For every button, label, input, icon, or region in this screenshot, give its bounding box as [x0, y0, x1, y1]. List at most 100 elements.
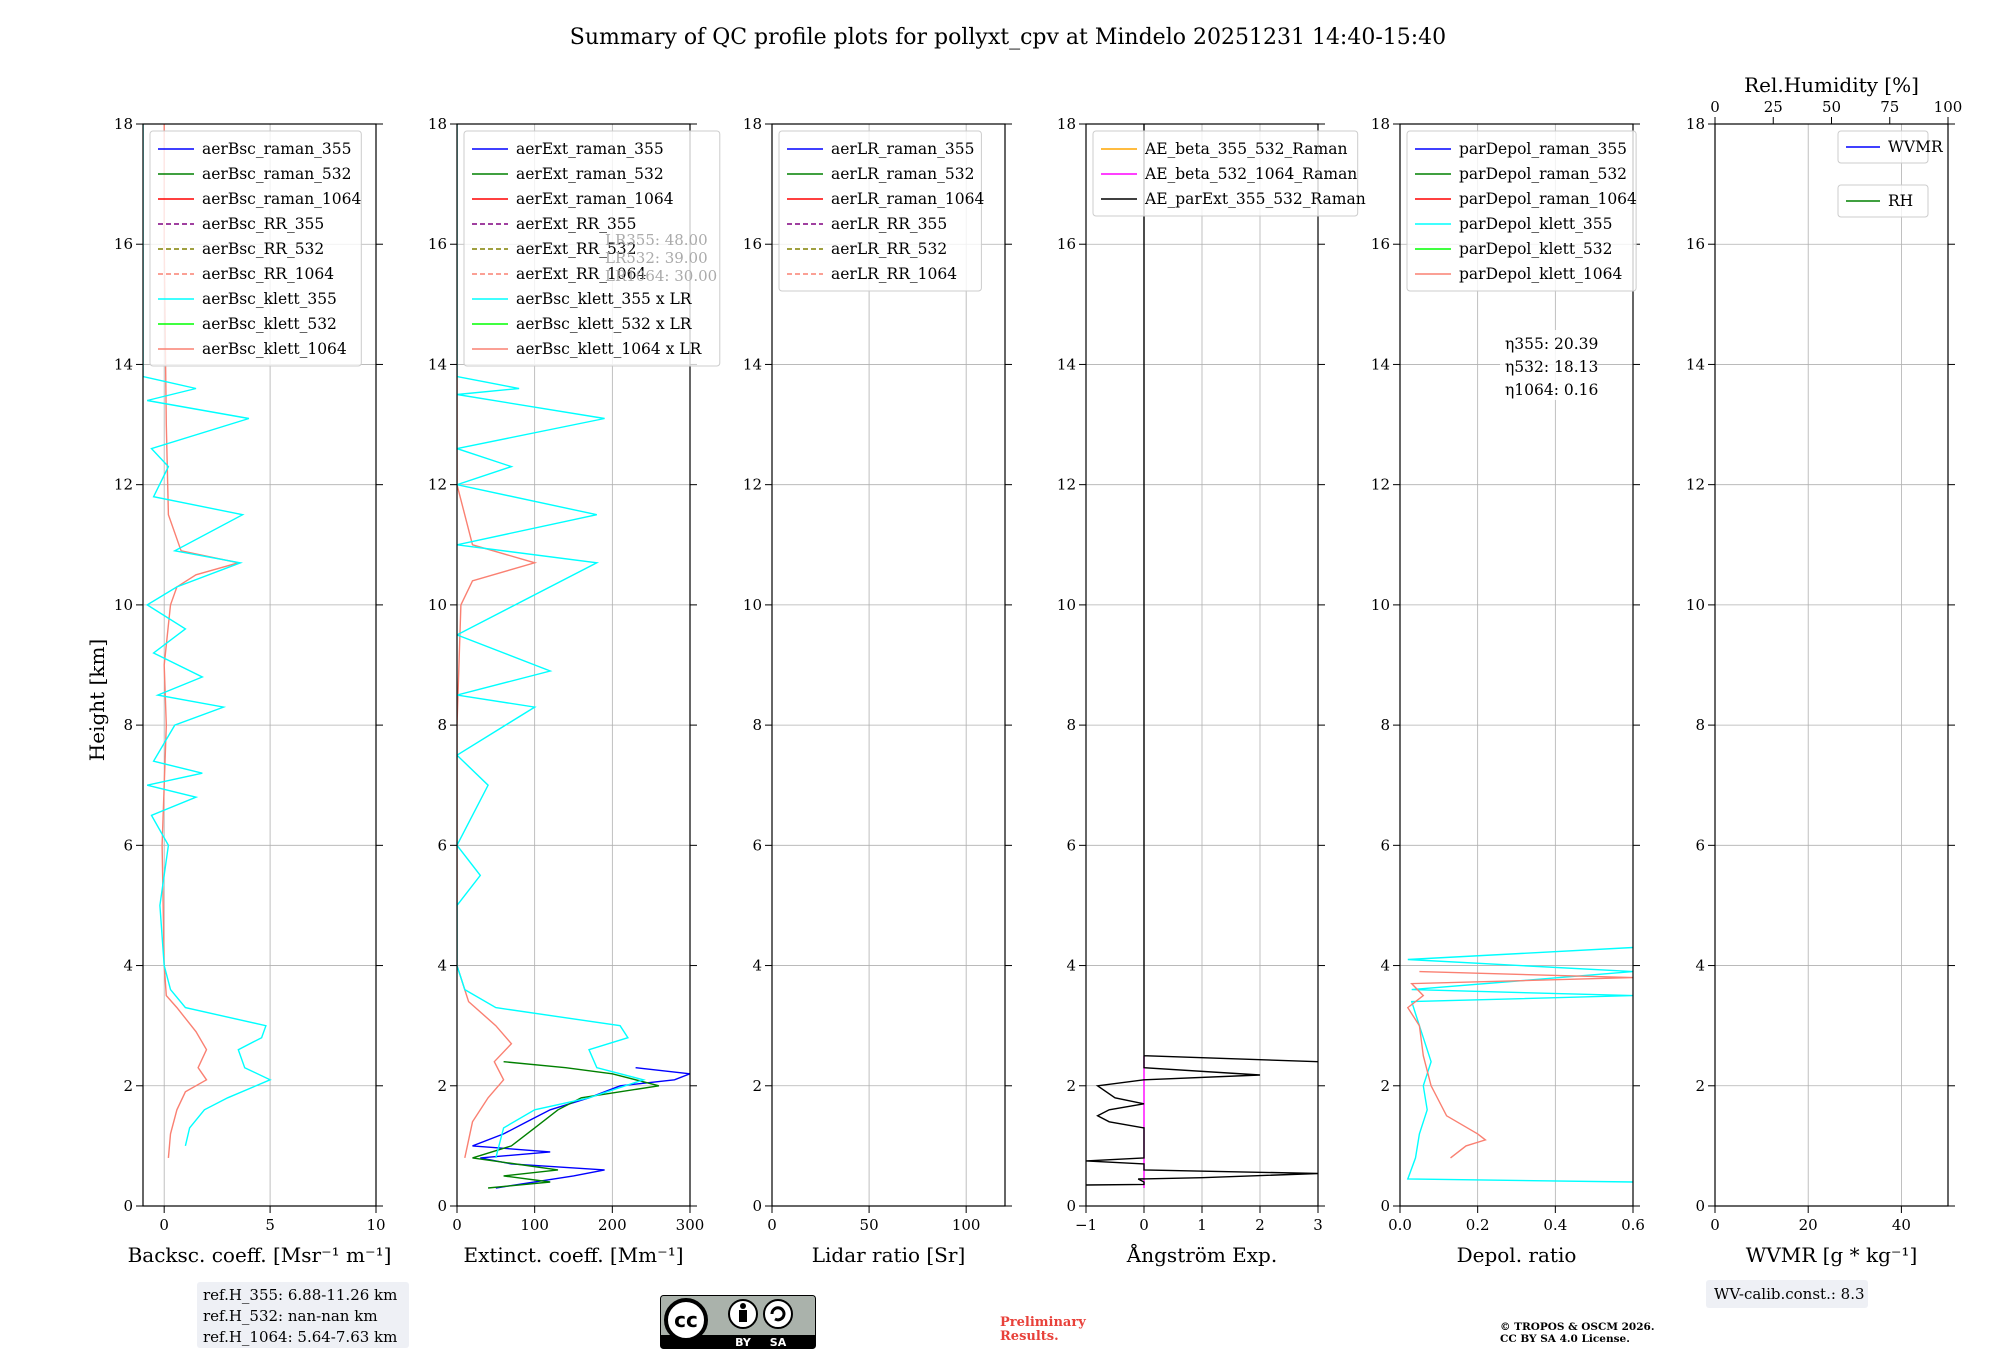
legend-item: RH [1888, 192, 1913, 210]
x-tick-label: 0 [452, 1216, 462, 1234]
y-tick-label: 6 [437, 836, 447, 854]
x-tick-label: −1 [1075, 1216, 1097, 1234]
lidar-ratio-note: LR1064: 30.00 [605, 267, 717, 285]
top-x-tick-label: 50 [1822, 98, 1841, 116]
series-group [457, 124, 690, 1189]
ref-height-note: ref.H_355: 6.88-11.26 km [203, 1286, 397, 1304]
legend: AE_beta_355_532_Raman AE_beta_532_1064_Ra… [1092, 130, 1366, 217]
x-tick-label: 40 [1892, 1216, 1911, 1234]
y-tick-label: 12 [1371, 476, 1390, 494]
top-x-tick-label: 75 [1880, 98, 1899, 116]
y-tick-label: 2 [123, 1077, 133, 1095]
legend-item: parDepol_raman_532 [1459, 165, 1627, 183]
x-tick-label: 0 [767, 1216, 777, 1234]
y-tick-label: 8 [437, 716, 447, 734]
x-axis-label: Extinct. coeff. [Mm⁻¹] [463, 1243, 683, 1267]
panel-wvmr: 0 2 4 6 8 10 12 14 16 18 0 20 40 WVMR [g * kg⁻¹] 0 25 50… [1686, 73, 1962, 1308]
y-tick-label: 14 [428, 355, 447, 373]
cc-text: cc [674, 1308, 698, 1332]
axes-frame [1085, 123, 1319, 1207]
legend-item: aerLR_RR_532 [831, 240, 947, 258]
legend: aerLR_raman_355 aerLR_raman_532 aerLR_rama… [778, 130, 984, 292]
y-tick-label: 0 [1695, 1197, 1705, 1215]
y-tick-label: 6 [1380, 836, 1390, 854]
legend-item: AE_beta_355_532_Raman [1144, 140, 1347, 158]
y-tick-label: 12 [1057, 476, 1076, 494]
legend-item: aerBsc_klett_355 [202, 290, 337, 308]
legend-item: aerBsc_klett_532 [202, 315, 337, 333]
legend-item: aerLR_raman_1064 [831, 190, 984, 208]
top-x-tick-label: 25 [1764, 98, 1783, 116]
y-tick-label: 2 [1380, 1077, 1390, 1095]
legend-item: aerBsc_klett_1064 x LR [516, 340, 703, 358]
x-tick-label: 2 [1255, 1216, 1265, 1234]
legend-item: aerExt_raman_532 [516, 165, 664, 183]
legend-frame [1406, 130, 1637, 292]
ref-height-note: ref.H_532: nan-nan km [203, 1307, 378, 1325]
eta-note: η1064: 0.16 [1505, 381, 1598, 399]
y-tick-label: 6 [1066, 836, 1076, 854]
y-tick-label: 16 [114, 235, 133, 253]
axes-frame [456, 123, 691, 1207]
y-tick-label: 6 [1695, 836, 1705, 854]
x-tick-label: 20 [1799, 1216, 1818, 1234]
legend-item: aerBsc_raman_355 [202, 140, 352, 158]
x-axis-label: WVMR [g * kg⁻¹] [1746, 1243, 1918, 1267]
legend-item: aerBsc_klett_532 x LR [516, 315, 693, 333]
y-tick-label: 4 [123, 957, 133, 975]
y-tick-label: 8 [1380, 716, 1390, 734]
panel-depol: 0 2 4 6 8 10 12 14 16 18 0.0 0.2 0.4 0.6 Depol. ratio p… [1371, 115, 1645, 1267]
legend-frame [463, 130, 721, 367]
y-tick-label: 4 [1695, 957, 1705, 975]
y-tick-label: 10 [1686, 596, 1705, 614]
series-line-aerBsc_klett_355 x LR [457, 124, 646, 1159]
x-tick-label: 200 [598, 1216, 627, 1234]
cc-license-badge: cc BY SA [660, 1295, 816, 1349]
y-tick-label: 12 [428, 476, 447, 494]
x-axis-label: Lidar ratio [Sr] [812, 1243, 966, 1267]
legend-item: AE_beta_532_1064_Raman [1144, 165, 1357, 183]
y-tick-label: 12 [1686, 476, 1705, 494]
y-tick-label: 16 [1057, 235, 1076, 253]
x-tick-label: 0 [1710, 1216, 1720, 1234]
x-tick-label: 0.4 [1543, 1216, 1567, 1234]
y-tick-label: 18 [1686, 115, 1705, 133]
y-tick-label: 0 [752, 1197, 762, 1215]
x-tick-label: 0 [1139, 1216, 1149, 1234]
y-tick-label: 16 [1686, 235, 1705, 253]
copyright-note: © TROPOS & OSCM 2026. CC BY SA 4.0 Licen… [1500, 1321, 1655, 1345]
x-tick-label: 100 [952, 1216, 981, 1234]
y-tick-label: 12 [743, 476, 762, 494]
top-x-tick-label: 0 [1710, 98, 1720, 116]
y-tick-label: 10 [743, 596, 762, 614]
cc-sa-text: SA [770, 1336, 787, 1349]
legend-item: parDepol_klett_355 [1459, 215, 1612, 233]
y-tick-label: 18 [1371, 115, 1390, 133]
legend-item: parDepol_klett_532 [1459, 240, 1612, 258]
x-axis-label: Ångström Exp. [1126, 1242, 1277, 1267]
legend-frame [1092, 130, 1359, 217]
legend-item: aerBsc_raman_1064 [202, 190, 362, 208]
y-tick-label: 14 [1371, 355, 1390, 373]
y-tick-label: 18 [1057, 115, 1076, 133]
axes-frame [1399, 123, 1634, 1207]
legend-item: parDepol_klett_1064 [1459, 265, 1622, 283]
x-tick-label: 100 [520, 1216, 549, 1234]
legend-item: parDepol_raman_355 [1459, 140, 1627, 158]
y-tick-label: 10 [1057, 596, 1076, 614]
legend-frame [1837, 184, 1929, 218]
x-tick-label: 0 [159, 1216, 169, 1234]
y-tick-label: 10 [1371, 596, 1390, 614]
legend: aerExt_raman_355 aerExt_raman_532 aerExt_r… [463, 130, 721, 367]
legend-item: aerExt_RR_532 [516, 240, 637, 258]
y-tick-label: 4 [1066, 957, 1076, 975]
y-tick-label: 0 [437, 1197, 447, 1215]
y-tick-label: 8 [123, 716, 133, 734]
y-tick-label: 2 [437, 1077, 447, 1095]
y-tick-label: 18 [114, 115, 133, 133]
ref-height-box [197, 1282, 409, 1348]
axes-frame [771, 123, 1006, 1207]
